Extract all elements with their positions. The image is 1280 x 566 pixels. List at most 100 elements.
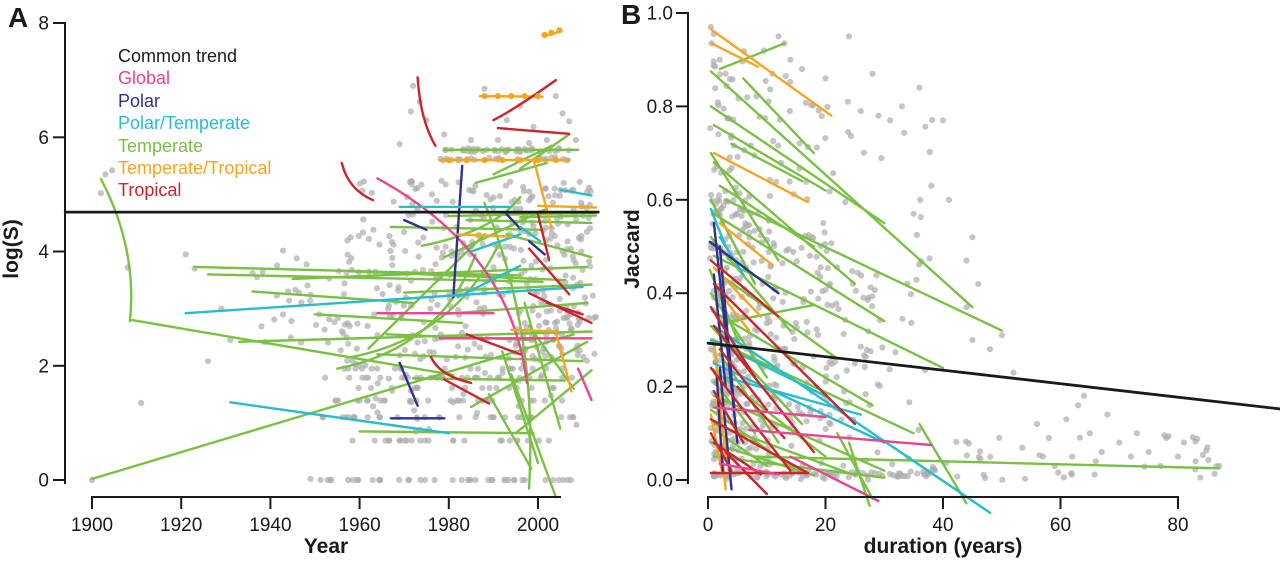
legend-item-global: Global <box>118 68 171 89</box>
trend-line-temperate-tropical <box>554 330 573 393</box>
trend-line-temperate <box>313 313 464 325</box>
x-tick-label: 1920 <box>160 515 202 536</box>
trend-line-temperate <box>519 133 571 170</box>
marker-point <box>494 93 501 100</box>
trend-line-polar-temperate <box>456 264 522 299</box>
trend-line-temperate-tropical <box>710 42 760 68</box>
trend-line-polar <box>505 213 522 230</box>
trend-line-global <box>712 406 827 419</box>
trend-line-tropical <box>709 306 757 379</box>
y-tick-label: 1.0 <box>647 4 673 25</box>
panel-b-label: B <box>621 0 642 30</box>
trend-line-tropical <box>429 356 473 385</box>
trend-line-tropical <box>492 78 557 122</box>
trend-line-temperate <box>709 105 886 225</box>
x-tick-label: 1960 <box>338 515 380 536</box>
trend-line-temperate <box>501 350 540 465</box>
marker-point <box>541 31 548 39</box>
legend-item-temperate: Temperate <box>118 135 204 156</box>
legend-item-polar: Polar <box>118 90 161 111</box>
common-trend-line <box>706 341 1280 411</box>
trend-line-temperate-tropical <box>718 221 774 267</box>
legend-item-polar-temperate: Polar/Temperate <box>118 113 251 134</box>
trend-line-temperate <box>510 373 557 499</box>
legend-item-common: Common trend <box>118 46 238 66</box>
y-tick-label: 2 <box>38 356 49 377</box>
y-tick-label: 0.0 <box>647 471 673 492</box>
panel-a-plot: 0 2 4 6 8 1900 1920 1940 1960 1980 2000 <box>38 14 600 536</box>
trend-line-temperate-tropical <box>709 28 833 117</box>
x-tick-label: 80 <box>1167 515 1188 536</box>
trend-line-temperate-tropical <box>510 328 557 333</box>
trend-line-tropical <box>536 213 551 262</box>
trend-line-temperate <box>718 303 815 325</box>
marker-point <box>463 157 470 164</box>
trend-line-polar <box>527 240 546 256</box>
trend-line-tropical <box>465 333 522 356</box>
trend-line-temperate <box>712 310 874 407</box>
trend-line-tropical <box>443 378 491 405</box>
trend-line-temperate <box>753 455 1221 470</box>
trend-line-temperate <box>420 196 522 247</box>
y-tick-label: 4 <box>38 242 49 263</box>
trend-line-temperate <box>712 212 886 323</box>
trend-line-temperate <box>505 233 593 259</box>
trend-line-temperate-tropical <box>536 204 598 209</box>
axes <box>676 12 1179 509</box>
trend-line-polar <box>708 240 780 295</box>
trend-line-temperate <box>376 353 584 363</box>
trend-line-tropical <box>709 418 810 475</box>
trend-line-temperate-tropical <box>532 157 553 229</box>
trend-line-polar <box>712 273 727 388</box>
trend-line-temperate <box>514 369 593 435</box>
panel-b-plot: 0.0 0.2 0.4 0.6 0.8 1.0 0 20 40 60 80 <box>647 4 1280 536</box>
trend-line-polar <box>452 164 464 299</box>
trend-line-temperate <box>724 198 1003 332</box>
trend-line-temperate <box>742 77 815 155</box>
marker-point <box>552 157 559 164</box>
marker-point <box>534 157 542 164</box>
x-tick-label: 0 <box>703 515 714 536</box>
panel-b-y-axis-title: Jaccard <box>621 209 644 289</box>
trend-line-temperate <box>469 340 589 409</box>
y-tick-label: 0.6 <box>647 190 673 211</box>
trend-line-temperate <box>712 123 827 192</box>
marker-point <box>481 93 488 100</box>
y-tick-label: 0.2 <box>647 377 673 398</box>
trend-line-global <box>718 462 780 476</box>
y-tick-label: 0.8 <box>647 97 673 118</box>
y-tick-label: 0 <box>38 471 49 492</box>
trend-line-tropical <box>724 450 768 496</box>
marker-point <box>517 157 524 164</box>
trend-line-temperate <box>712 338 915 435</box>
marker-point <box>445 157 452 164</box>
legend: Common trend Global Polar Polar/Temperate Te… <box>118 45 271 202</box>
trend-line-global <box>789 455 880 503</box>
marker-point <box>508 93 515 100</box>
trend-line-temperate-tropical <box>712 151 810 204</box>
trend-line-tropical <box>709 259 780 318</box>
trend-line-global <box>747 428 933 447</box>
x-tick-label: 1900 <box>71 515 113 536</box>
trend-line-temperate <box>487 393 533 470</box>
marker-point <box>521 93 528 100</box>
trend-lines <box>90 29 598 499</box>
trend-line-tropical <box>718 348 768 412</box>
trend-line-temperate <box>836 432 874 500</box>
panel-a-y-axis-title: log(S) <box>0 219 23 279</box>
axes <box>53 22 561 509</box>
trend-line-temperate <box>709 70 974 309</box>
trend-line-tropical <box>709 366 792 472</box>
marker-point <box>499 157 506 164</box>
trend-line-polar-temperate <box>559 188 593 197</box>
legend-item-temperate-tropical: Temperate/Tropical <box>118 158 272 179</box>
trend-line-tropical <box>545 301 584 316</box>
trend-line-temperate <box>411 377 566 382</box>
trend-lines <box>708 28 1221 514</box>
trend-line-polar-temperate <box>519 225 542 243</box>
trend-line-temperate <box>712 161 857 286</box>
trend-line-temperate-tropical <box>456 233 513 238</box>
trend-line-tropical <box>712 282 857 426</box>
